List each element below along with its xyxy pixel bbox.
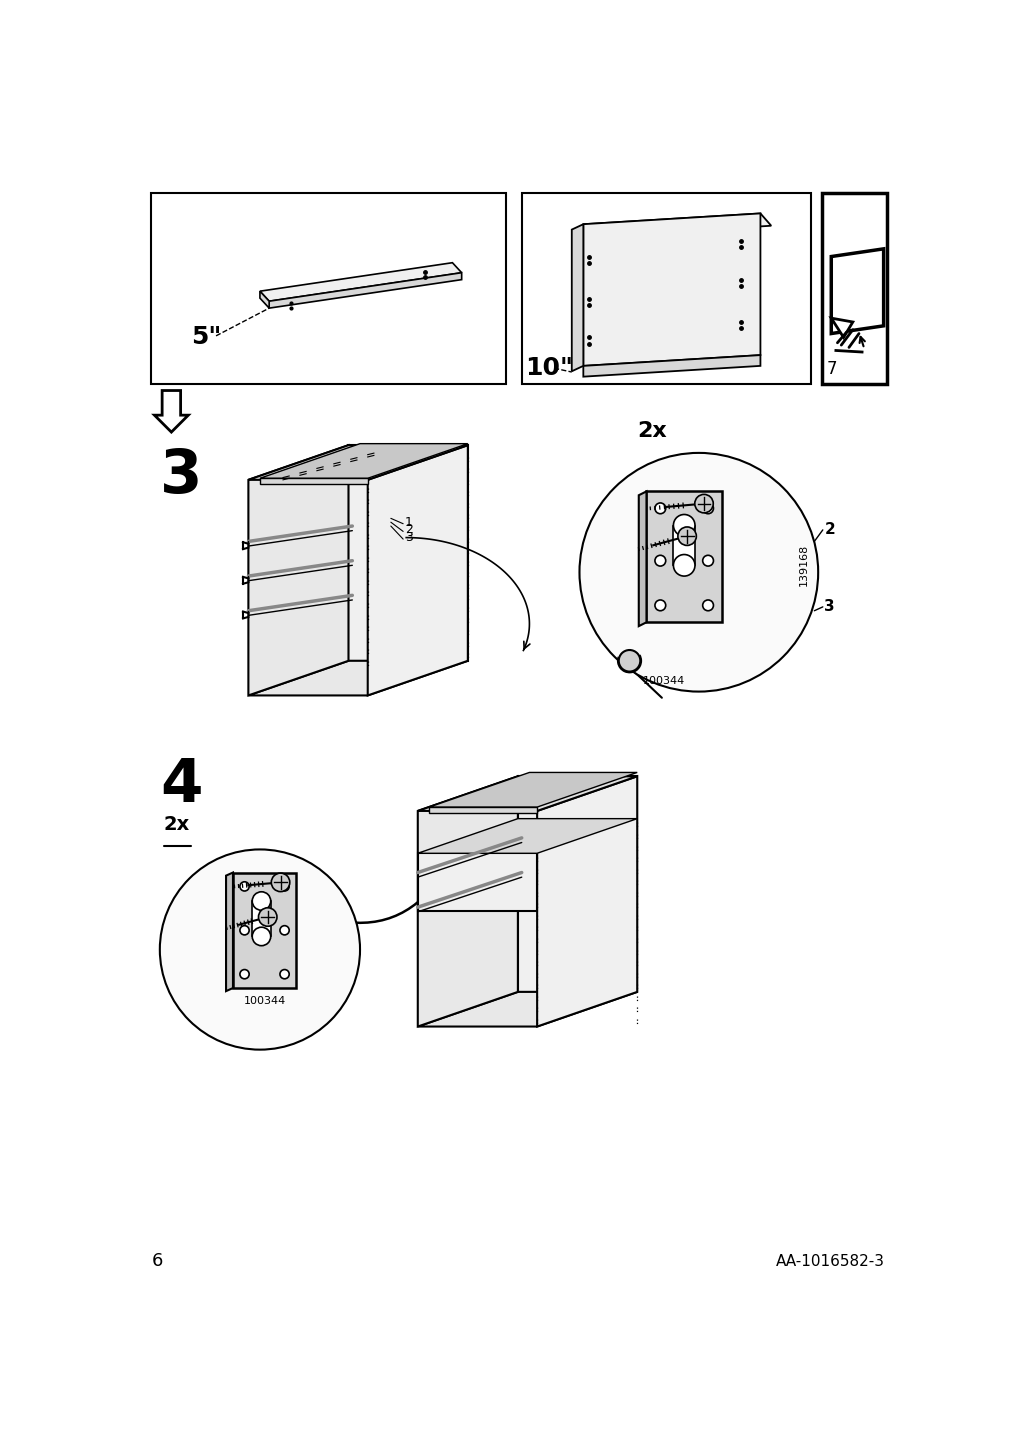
Bar xyxy=(821,193,886,384)
Polygon shape xyxy=(260,291,269,308)
Polygon shape xyxy=(646,491,721,623)
Polygon shape xyxy=(367,445,467,696)
Text: 100344: 100344 xyxy=(642,676,684,686)
Text: 2x: 2x xyxy=(164,815,190,833)
Text: 3: 3 xyxy=(160,447,202,507)
Text: 2x: 2x xyxy=(637,421,666,441)
Circle shape xyxy=(258,908,277,927)
Polygon shape xyxy=(582,355,759,377)
Polygon shape xyxy=(582,213,759,367)
Text: 100344: 100344 xyxy=(244,995,285,1005)
Circle shape xyxy=(654,503,665,514)
Polygon shape xyxy=(155,391,188,432)
Circle shape xyxy=(240,969,249,979)
Polygon shape xyxy=(418,819,637,853)
Polygon shape xyxy=(233,872,296,988)
Polygon shape xyxy=(269,272,461,308)
Text: 10": 10" xyxy=(525,357,572,379)
Polygon shape xyxy=(260,478,367,484)
Polygon shape xyxy=(830,249,883,334)
Circle shape xyxy=(695,494,713,513)
Polygon shape xyxy=(537,776,637,1027)
Circle shape xyxy=(280,882,289,891)
Text: 3: 3 xyxy=(404,531,412,544)
Circle shape xyxy=(240,882,249,891)
Text: 1: 1 xyxy=(404,516,412,528)
Text: 2: 2 xyxy=(824,523,834,537)
Circle shape xyxy=(280,969,289,979)
Polygon shape xyxy=(348,445,467,660)
Circle shape xyxy=(240,925,249,935)
Bar xyxy=(151,193,506,384)
Circle shape xyxy=(654,556,665,566)
Polygon shape xyxy=(582,213,770,236)
Polygon shape xyxy=(418,992,637,1027)
Circle shape xyxy=(618,650,640,672)
Circle shape xyxy=(252,927,270,945)
Polygon shape xyxy=(638,491,646,626)
Circle shape xyxy=(702,600,713,610)
Text: 2: 2 xyxy=(404,523,412,537)
Polygon shape xyxy=(672,526,695,564)
Polygon shape xyxy=(518,776,637,992)
Text: 3: 3 xyxy=(824,600,834,614)
Text: AA-1016582-3: AA-1016582-3 xyxy=(775,1254,885,1269)
Circle shape xyxy=(160,849,360,1050)
Polygon shape xyxy=(248,445,467,480)
Circle shape xyxy=(280,925,289,935)
Polygon shape xyxy=(418,776,637,811)
Polygon shape xyxy=(571,225,582,371)
Polygon shape xyxy=(248,660,467,696)
Polygon shape xyxy=(830,318,852,338)
Text: 7: 7 xyxy=(826,359,836,378)
Polygon shape xyxy=(429,808,537,813)
Polygon shape xyxy=(418,853,537,911)
Circle shape xyxy=(702,556,713,566)
Polygon shape xyxy=(418,776,518,1027)
Text: 6: 6 xyxy=(152,1253,164,1270)
Polygon shape xyxy=(248,445,348,696)
Polygon shape xyxy=(429,772,637,808)
Polygon shape xyxy=(252,901,271,937)
Polygon shape xyxy=(260,444,467,478)
Text: 139168: 139168 xyxy=(799,543,809,586)
Text: 4: 4 xyxy=(160,756,202,815)
Polygon shape xyxy=(260,262,461,301)
Circle shape xyxy=(271,874,289,892)
Circle shape xyxy=(702,503,713,514)
Circle shape xyxy=(654,600,665,610)
Circle shape xyxy=(672,514,695,536)
Circle shape xyxy=(579,453,817,692)
Text: 5": 5" xyxy=(190,325,220,348)
Polygon shape xyxy=(582,225,593,371)
Bar xyxy=(522,193,811,384)
Polygon shape xyxy=(225,872,233,991)
Circle shape xyxy=(252,892,270,911)
Circle shape xyxy=(677,527,696,546)
Circle shape xyxy=(672,554,695,576)
